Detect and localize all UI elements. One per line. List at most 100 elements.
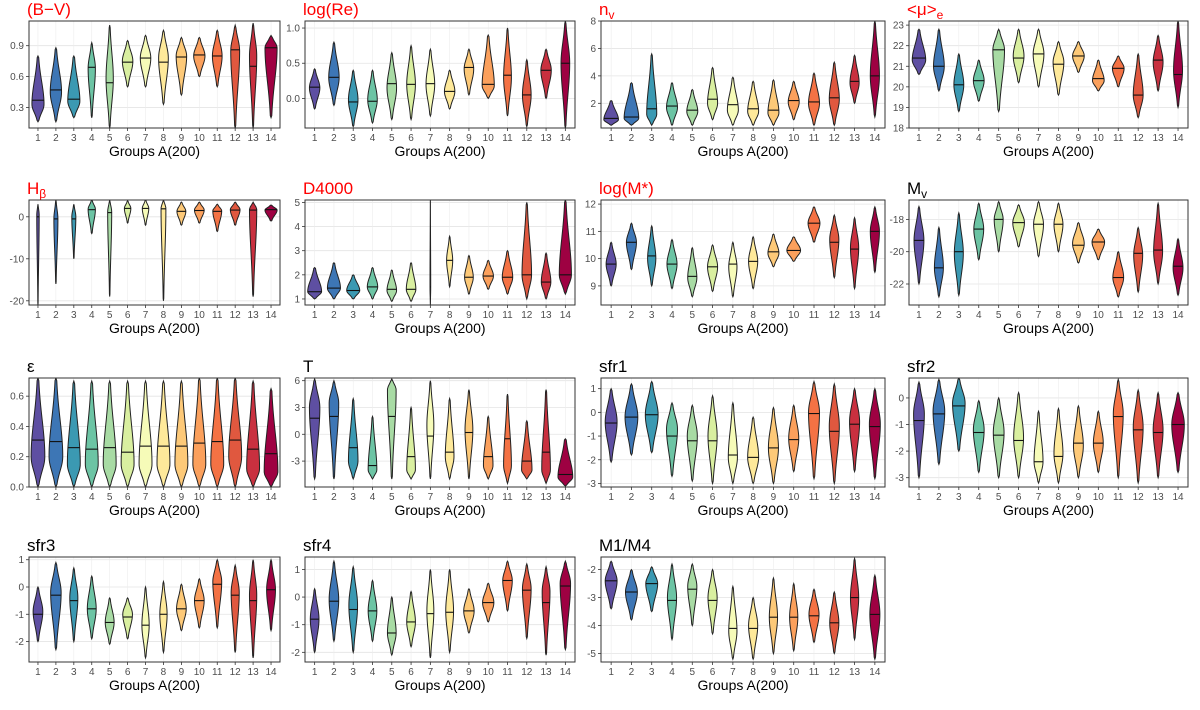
violin-1 <box>308 378 321 481</box>
x-tick-label: 1 <box>312 133 318 144</box>
x-tick-label: 5 <box>690 667 696 678</box>
x-tick-label: 2 <box>331 667 337 678</box>
violin-6 <box>120 379 135 487</box>
violin-5 <box>993 200 1004 253</box>
violin-1 <box>31 54 45 123</box>
violin-8 <box>158 28 169 106</box>
violin-9 <box>767 233 780 268</box>
panel-title-base: sfr4 <box>303 536 331 555</box>
violin-group <box>604 557 881 661</box>
y-tick-label: 0.0 <box>286 94 300 105</box>
x-tick-label: 8 <box>447 667 453 678</box>
violin-6 <box>406 405 416 480</box>
x-tick-label: 1 <box>35 492 41 503</box>
panel-title-base: M1/M4 <box>599 536 651 555</box>
x-tick-label: 2 <box>53 133 59 144</box>
x-tick-label: 13 <box>849 133 861 144</box>
violin-2 <box>624 568 638 621</box>
x-tick-label: 1 <box>35 667 41 678</box>
violin-6 <box>406 43 416 122</box>
x-tick-label: 13 <box>1153 310 1165 321</box>
y-tick-label: 0 <box>294 430 300 441</box>
violin-13 <box>541 564 551 656</box>
violin-13 <box>248 201 258 297</box>
x-tick-label: 9 <box>1076 492 1082 503</box>
x-tick-label: 14 <box>869 133 881 144</box>
x-tick-label: 7 <box>1036 492 1042 503</box>
violin-2 <box>624 382 639 457</box>
violin-5 <box>686 88 699 127</box>
x-tick-label: 7 <box>730 310 736 321</box>
violin-10 <box>1091 228 1106 261</box>
violin-7 <box>726 76 739 127</box>
y-tick-label: 5 <box>294 198 300 209</box>
violin-11 <box>502 560 513 612</box>
x-tick-label: 10 <box>1093 310 1105 321</box>
violin-10 <box>481 33 495 100</box>
x-tick-label: 5 <box>389 492 395 503</box>
x-tick-label: 12 <box>829 492 841 503</box>
panel-title-base: log(M*) <box>599 179 654 198</box>
y-tick-label: 1 <box>18 555 24 566</box>
x-tick-label: 11 <box>212 667 223 678</box>
x-tick-label: 6 <box>408 492 414 503</box>
x-tick-label: 12 <box>230 133 242 144</box>
x-tick-label: 2 <box>936 492 942 503</box>
x-tick-label: 5 <box>996 492 1002 503</box>
y-tick-label: 6 <box>294 376 300 387</box>
violin-9 <box>464 254 474 296</box>
violin-11 <box>501 249 514 296</box>
x-tick-label: 6 <box>1016 492 1022 503</box>
y-tick-label: 1 <box>294 294 300 305</box>
panel-2: log(Re)0.00.51.01 2 3 4 5 6 7 8 9 10 11 12 13 14Group… <box>286 0 576 159</box>
violin-group <box>36 200 278 305</box>
x-tick-label: 12 <box>1133 492 1145 503</box>
violin-5 <box>992 28 1006 114</box>
y-tick-label: -5 <box>587 649 596 660</box>
violin-14 <box>559 559 572 652</box>
x-tick-label: 14 <box>560 133 572 144</box>
violin-7 <box>728 584 738 661</box>
violin-14 <box>560 21 571 128</box>
panel-border <box>28 556 281 663</box>
x-tick-label: 4 <box>89 667 95 678</box>
x-tick-label: 1 <box>35 310 41 321</box>
violin-7 <box>1033 409 1044 485</box>
violin-14 <box>263 387 279 487</box>
violin-5 <box>105 25 114 128</box>
violin-1 <box>604 560 618 610</box>
violin-9 <box>176 583 187 632</box>
x-tick-label: 6 <box>408 667 414 678</box>
x-tick-label: 6 <box>1016 133 1022 144</box>
x-tick-label: 4 <box>669 310 675 321</box>
x-tick-label: 11 <box>1113 492 1124 503</box>
x-tick-label: 13 <box>248 310 260 321</box>
violin-14 <box>558 200 572 296</box>
x-tick-label: 12 <box>829 133 841 144</box>
x-tick-label: 12 <box>230 667 242 678</box>
panel-title-base: (B−V) <box>27 0 71 19</box>
x-tick-label: 5 <box>389 310 395 321</box>
x-tick-label: 7 <box>143 133 149 144</box>
violin-13 <box>1152 391 1164 480</box>
x-tick-label: 6 <box>710 667 716 678</box>
y-tick-label: -2 <box>587 565 596 576</box>
x-tick-label: 9 <box>1076 310 1082 321</box>
x-tick-label: 8 <box>161 492 167 503</box>
y-tick-label: 4 <box>294 222 300 233</box>
x-tick-label: 13 <box>248 492 260 503</box>
violin-3 <box>644 380 659 454</box>
x-tick-label: 11 <box>502 310 513 321</box>
violin-8 <box>1053 406 1064 485</box>
y-tick-label: 0.6 <box>10 72 24 83</box>
y-tick-label: 0.3 <box>10 103 24 114</box>
x-tick-label: 5 <box>996 310 1002 321</box>
x-tick-label: 4 <box>976 133 982 144</box>
x-tick-label: 8 <box>750 667 756 678</box>
violin-6 <box>1012 28 1025 84</box>
x-tick-label: 13 <box>541 492 553 503</box>
x-tick-label: 12 <box>521 133 533 144</box>
x-tick-label: 8 <box>161 133 167 144</box>
